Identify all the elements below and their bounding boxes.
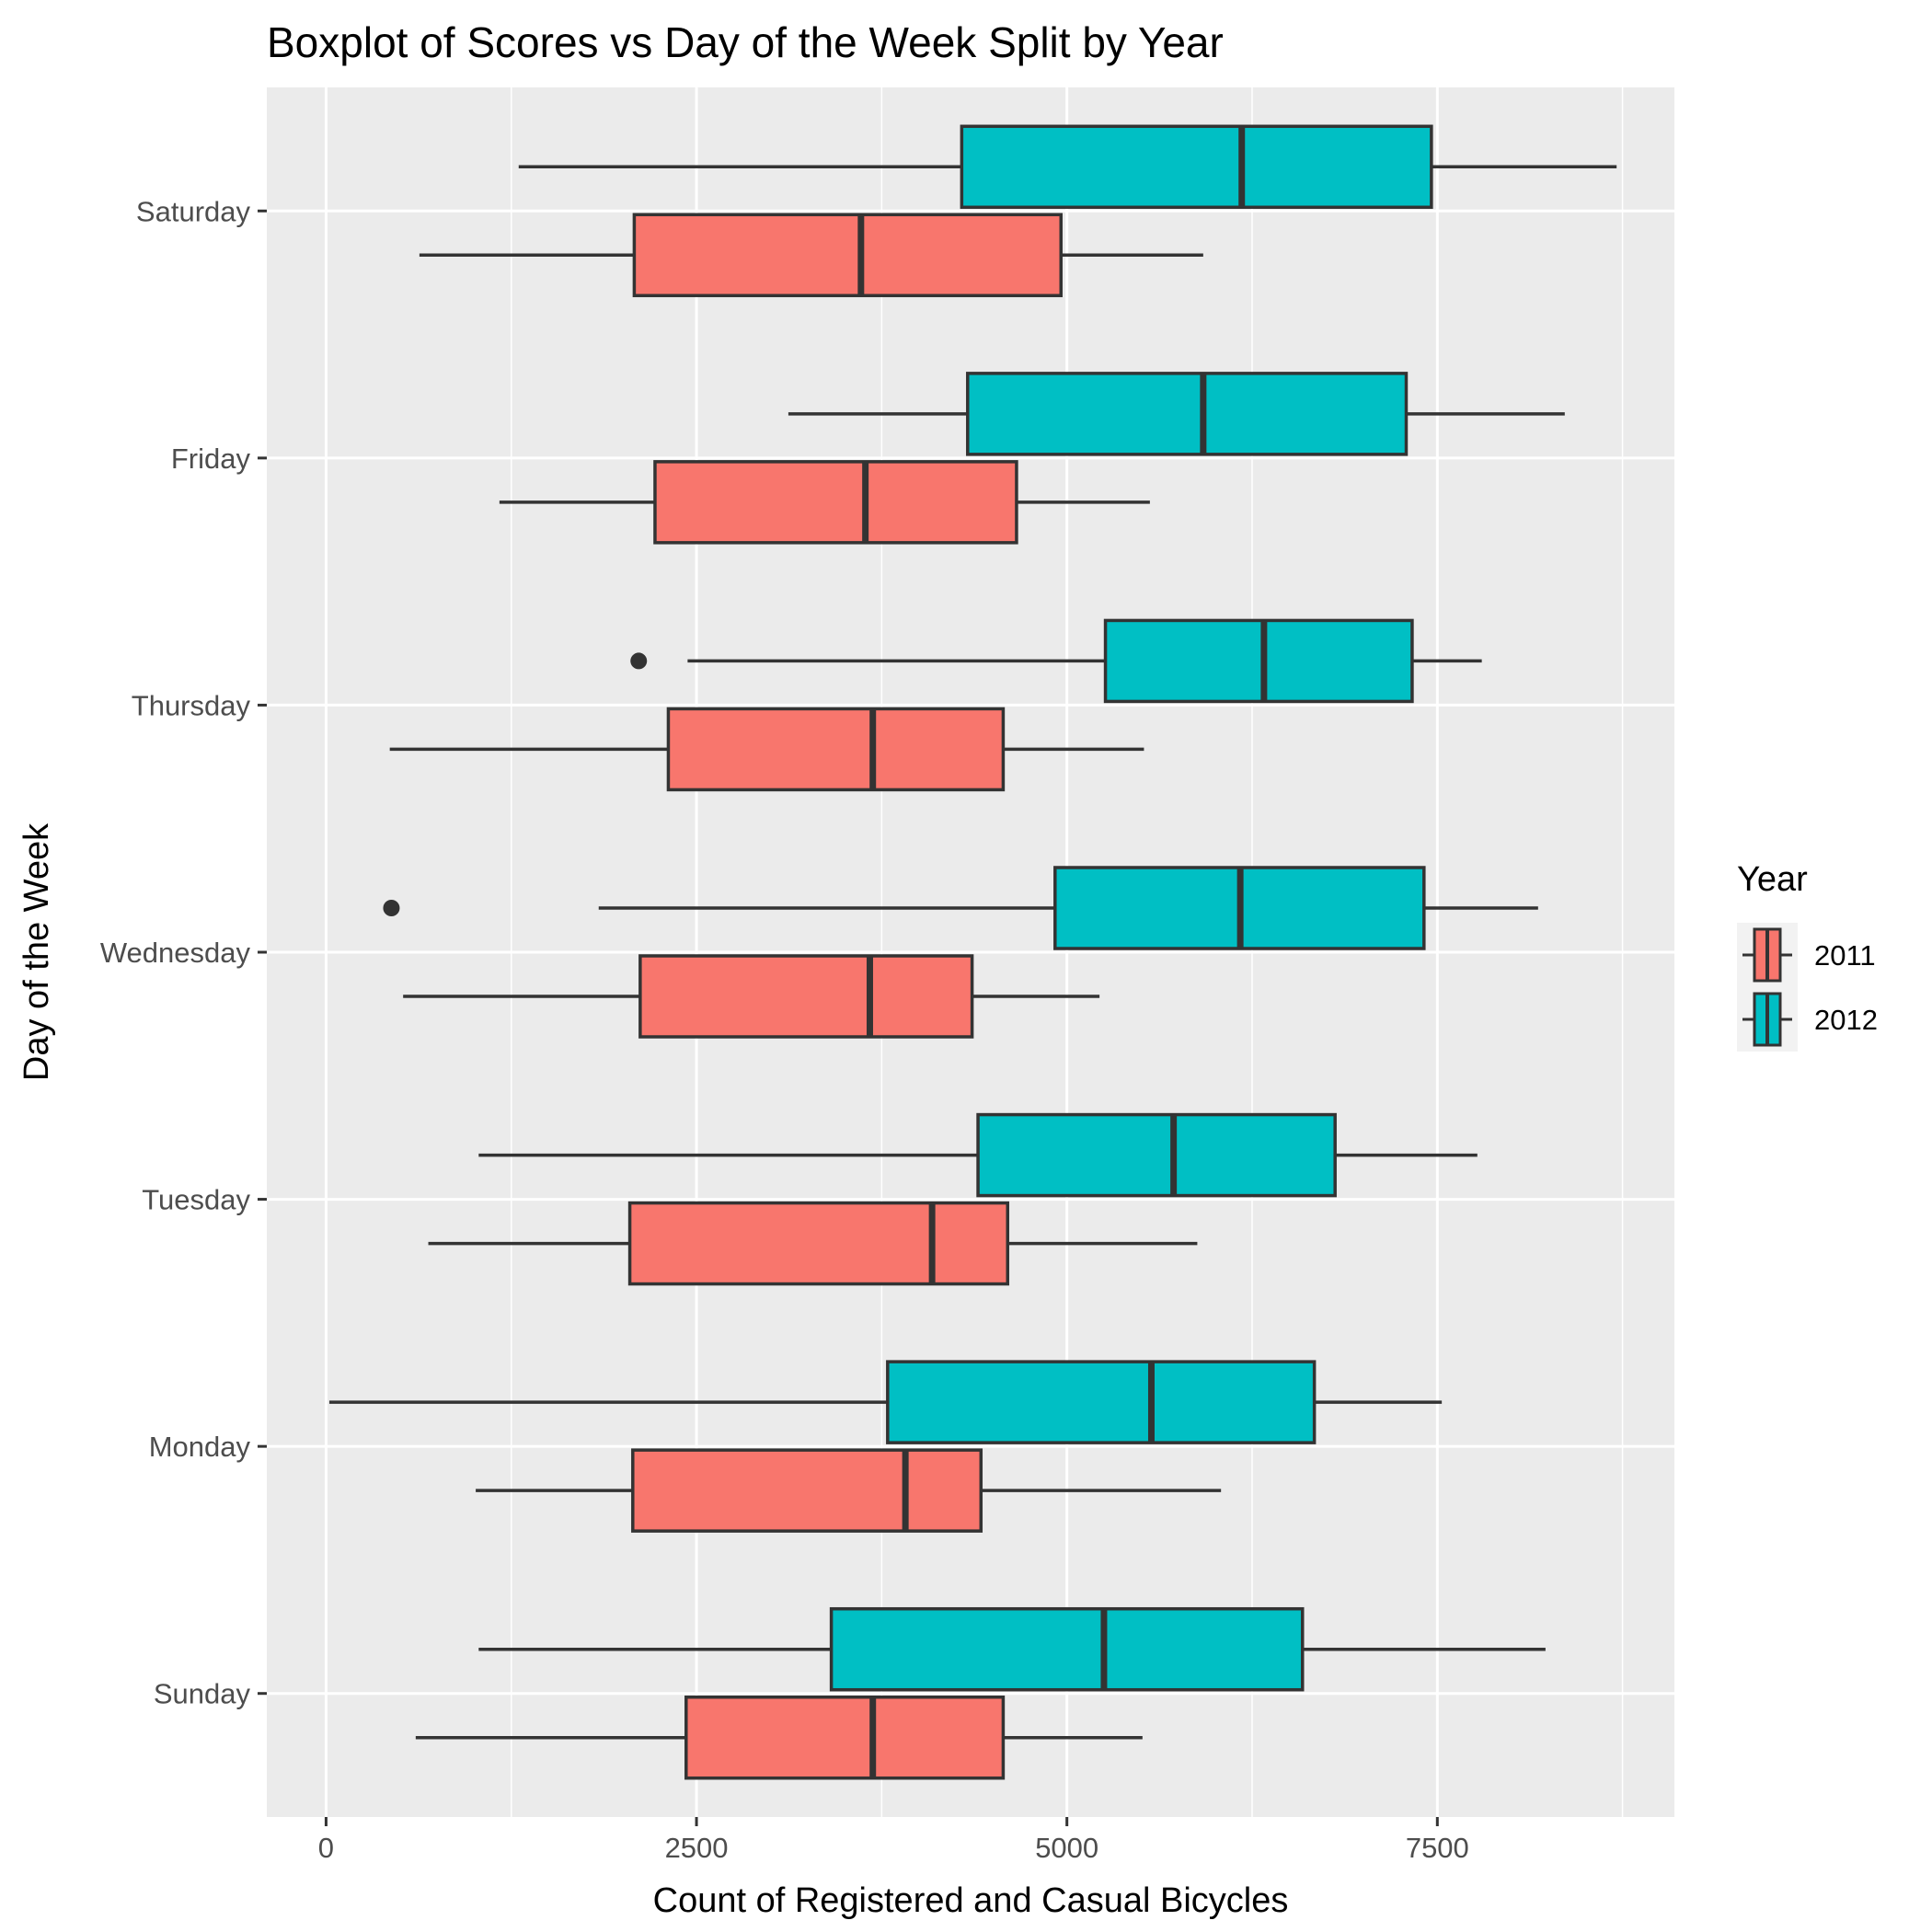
box-2011-tuesday <box>428 1201 1198 1286</box>
outlier-point <box>630 652 648 670</box>
x-axis: 0 2500 5000 7500 <box>318 1817 1469 1864</box>
box-2012-wednesday <box>383 866 1538 950</box>
box-2012-monday <box>328 1360 1443 1444</box>
legend-label-2011: 2011 <box>1814 939 1876 972</box>
legend-title: Year <box>1737 860 1808 899</box>
box-2012-thursday <box>630 618 1482 704</box>
box-2011-friday <box>499 460 1150 545</box>
y-tick-label: Tuesday <box>142 1184 250 1216</box>
box-iqr <box>829 1606 1305 1692</box>
chart-title: Boxplot of Scores vs Day of the Week Spl… <box>267 18 1224 66</box>
legend-key-2012 <box>1742 992 1792 1047</box>
box-2012-friday <box>788 372 1565 456</box>
legend-key-2011 <box>1742 927 1792 983</box>
y-axis: Sunday Monday Tuesday Wednesday Thursday Frid… <box>100 195 267 1710</box>
box-2011-saturday <box>419 213 1203 298</box>
box-2012-saturday <box>518 124 1617 210</box>
y-axis-title: Day of the Week <box>17 822 56 1081</box>
box-iqr <box>638 954 974 1039</box>
series-2012 <box>328 124 1617 1692</box>
y-tick-label: Friday <box>171 443 251 475</box>
box-2011-wednesday <box>403 954 1100 1039</box>
box-iqr <box>631 1448 983 1533</box>
x-tick-label: 7500 <box>1406 1832 1469 1864</box>
box-iqr <box>1103 618 1414 704</box>
box-2011-monday <box>476 1448 1222 1533</box>
box-series <box>328 124 1617 1780</box>
box-iqr <box>886 1360 1317 1444</box>
legend-label-2012: 2012 <box>1814 1004 1878 1036</box>
legend: Year 2011 2012 <box>1737 860 1878 1052</box>
box-2011-sunday <box>415 1695 1143 1780</box>
box-iqr <box>684 1695 1006 1780</box>
box-iqr <box>653 460 1018 545</box>
y-tick-label: Thursday <box>132 689 251 721</box>
box-2012-tuesday <box>478 1112 1478 1198</box>
x-tick-label: 2500 <box>665 1832 729 1864</box>
x-tick-label: 5000 <box>1035 1832 1098 1864</box>
outlier-point <box>383 900 400 916</box>
series-2011 <box>389 213 1222 1780</box>
box-2011-thursday <box>389 707 1144 792</box>
x-tick-label: 0 <box>318 1832 334 1864</box>
box-iqr <box>666 707 1006 792</box>
y-tick-label: Wednesday <box>100 937 251 969</box>
box-iqr <box>976 1112 1337 1198</box>
box-iqr <box>966 372 1409 456</box>
y-tick-label: Saturday <box>136 195 251 227</box>
x-axis-title: Count of Registered and Casual Bicycles <box>653 1881 1289 1920</box>
box-iqr <box>960 124 1433 210</box>
box-iqr <box>627 1201 1010 1286</box>
y-tick-label: Sunday <box>154 1678 251 1710</box>
y-tick-label: Monday <box>149 1431 251 1463</box>
box-2012-sunday <box>478 1606 1546 1692</box>
box-iqr <box>632 213 1063 298</box>
